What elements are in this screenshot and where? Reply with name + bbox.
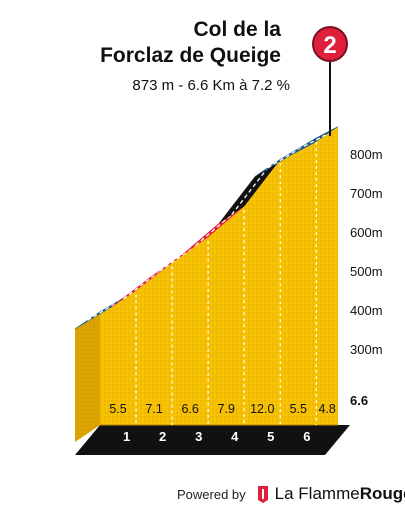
powered-by-label: Powered by bbox=[177, 486, 246, 502]
climb-summary: 873 m - 6.6 Km à 7.2 % bbox=[132, 77, 290, 94]
brand-name-part-2: Rouge bbox=[359, 484, 405, 503]
segment-gradient-label: 12.0 bbox=[250, 402, 274, 416]
altitude-tick-label: 400m bbox=[350, 303, 383, 318]
altitude-tick-label: 500m bbox=[350, 264, 383, 279]
segment-gradient-label: 6.6 bbox=[181, 402, 198, 416]
km-base-strip bbox=[75, 425, 350, 455]
climb-title-line-2: Forclaz de Queige bbox=[100, 44, 281, 67]
km-marker-label: 6 bbox=[303, 429, 310, 444]
climb-title-line-1: Col de la bbox=[193, 18, 281, 41]
altitude-tick-label: 800m bbox=[350, 147, 383, 162]
altitude-tick-label: 600m bbox=[350, 225, 383, 240]
badge-number: 2 bbox=[323, 32, 336, 59]
km-marker-label: 2 bbox=[159, 429, 166, 444]
altitude-tick-label: 700m bbox=[350, 186, 383, 201]
altitude-tick-label: 300m bbox=[350, 342, 383, 357]
profile-side-face bbox=[75, 311, 100, 442]
segment-gradient-label: 4.8 bbox=[318, 402, 335, 416]
segment-gradient-label: 5.5 bbox=[109, 402, 126, 416]
segment-gradient-label: 7.1 bbox=[145, 402, 162, 416]
gradient-segment-centerline bbox=[123, 270, 161, 300]
gradient-segment-centerline bbox=[231, 167, 269, 215]
segment-gradient-label: 5.5 bbox=[290, 402, 307, 416]
km-marker-label: 5 bbox=[267, 429, 274, 444]
profile-front-face bbox=[100, 126, 338, 425]
km-marker-label: 4 bbox=[231, 429, 239, 444]
brand-name-part-1: La Flamme bbox=[274, 484, 360, 503]
flame-logo-icon bbox=[257, 486, 268, 503]
climb-number-badge: 2 bbox=[312, 26, 348, 136]
segment-gradient-label: 7.9 bbox=[218, 402, 235, 416]
gradient-segment-centerline bbox=[195, 214, 233, 246]
badge-circle bbox=[312, 26, 348, 62]
km-marker-label: 3 bbox=[195, 429, 202, 444]
end-distance-label: 6.6 bbox=[350, 393, 368, 408]
km-marker-label: 1 bbox=[123, 429, 130, 444]
footer-attribution: Powered by La FlammeRouge bbox=[177, 484, 405, 504]
